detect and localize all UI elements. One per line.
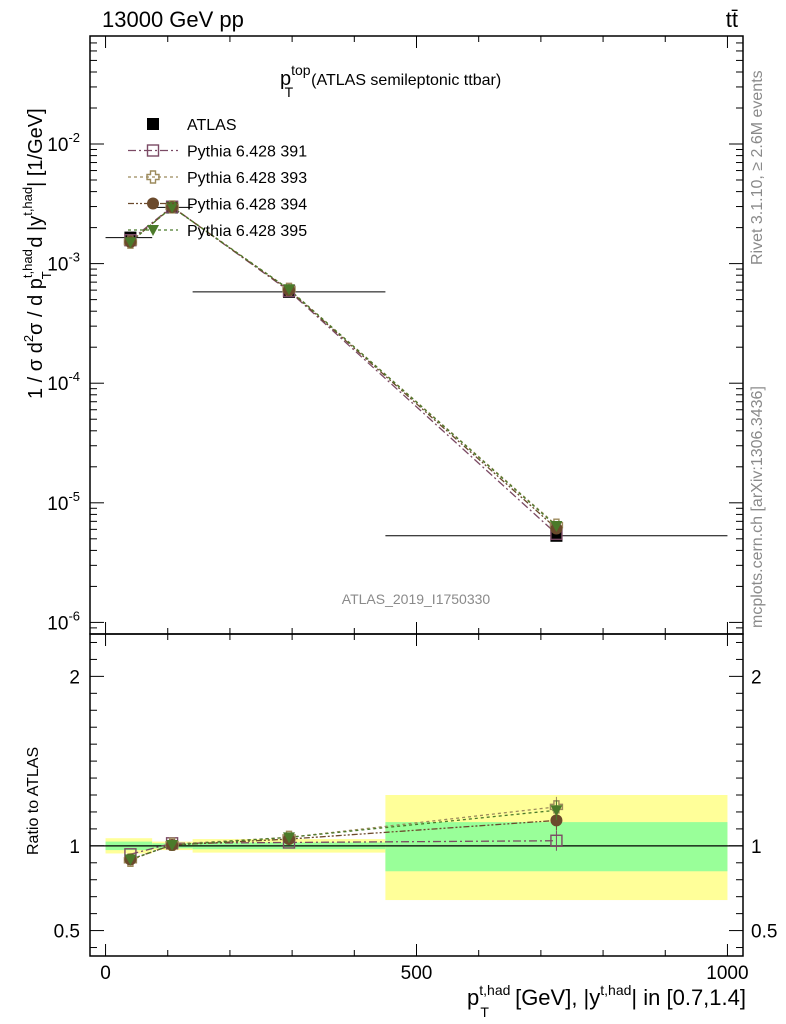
- ratio-xtick-label: 500: [401, 963, 433, 984]
- ratio-xtick-label: 0: [100, 963, 111, 984]
- ratio-ylabel: Ratio to ATLAS: [25, 747, 42, 855]
- ratio-ytick-label-right: 1: [751, 837, 762, 858]
- ratio-series-line-3: [130, 809, 557, 861]
- ylabel-sub-t: T: [39, 271, 54, 279]
- ratio-ytick-label-right: 2: [751, 667, 762, 688]
- xlabel-sub: T: [480, 1004, 489, 1020]
- ratio-xlabel: pt,had T [GeV], |yt,had| in [0.7,1.4]: [467, 982, 746, 1020]
- legend-label-4: Pythia 6.428 395: [187, 223, 307, 240]
- main-ytick-label: 10-2: [47, 130, 80, 156]
- ratio-point-3-0: [124, 854, 137, 866]
- ratio-point-3-3: [550, 805, 563, 817]
- main-series-line-1: [130, 205, 557, 535]
- xlabel-p: p: [467, 985, 479, 1010]
- ratio-point-1-3: [549, 800, 564, 814]
- ratio-ytick-label-right: 0.5: [751, 922, 777, 943]
- title-sup: top: [291, 62, 311, 78]
- xlabel-sup2: t,had: [600, 982, 631, 998]
- title-rest: (ATLAS semileptonic ttbar): [311, 72, 501, 89]
- legend-marker-2: [146, 170, 160, 184]
- analysis-label: ATLAS_2019_I1750330: [342, 591, 491, 607]
- main-series-line-3: [130, 206, 557, 529]
- legend-label-2: Pythia 6.428 393: [187, 170, 307, 187]
- xlabel-b: [GeV], |y: [509, 985, 600, 1010]
- ratio-ytick-label-left: 0.5: [54, 922, 80, 943]
- main-ylabel: 1 / σ d2σ / d pt,had T d |yt,had| [1/GeV]: [20, 108, 54, 399]
- ylabel-sup-thad2: t,had: [20, 187, 35, 216]
- title-p: p: [280, 68, 291, 90]
- legend-label-3: Pythia 6.428 394: [187, 197, 307, 214]
- main-panel: 10-6 10-5 10-4 10-3 10-2 ptop T (ATLAS semilep…: [20, 35, 744, 635]
- ratio-series-line-0: [130, 840, 557, 855]
- ylabel-sup2: 2: [21, 335, 36, 342]
- ratio-point-3-1: [166, 839, 179, 851]
- main-point-4-2: [283, 284, 296, 296]
- legend-marker-3: [147, 197, 159, 210]
- ratio-xtick-label: 1000: [706, 963, 748, 984]
- process-label: tt̄: [726, 7, 738, 32]
- ratio-point-0-3: [550, 834, 563, 847]
- main-point-4-1: [166, 202, 179, 214]
- main-ytick-label: 10-6: [47, 608, 80, 634]
- title-sub: T: [285, 84, 294, 100]
- legend-marker-4: [147, 225, 159, 236]
- legend: ATLAS Pythia 6.428 391 Pythia 6.428 393 Pyt…: [128, 117, 307, 240]
- legend-label-1: Pythia 6.428 391: [187, 144, 307, 161]
- main-series-line-4: [130, 206, 557, 527]
- ylabel-c: d |y: [25, 216, 47, 253]
- main-title: ptop T (ATLAS semileptonic ttbar): [280, 62, 501, 100]
- legend-label-0: ATLAS: [187, 117, 237, 134]
- main-ytick-label: 10-4: [47, 369, 80, 395]
- ratio-panel: 0.5 0.51 12 20 500 1000 Ratio to ATLAS pt,had…: [25, 633, 777, 1020]
- xlabel-sup1: t,had: [479, 982, 510, 998]
- ylabel-a: 1 / σ d: [25, 342, 47, 399]
- ratio-ytick-label-left: 1: [69, 837, 80, 858]
- main-ticks: 10-6 10-5 10-4 10-3 10-2: [47, 35, 743, 635]
- legend-marker-1: [146, 144, 160, 157]
- xlabel-c: | in [0.7,1.4]: [631, 985, 746, 1010]
- main-ytick-label: 10-3: [47, 250, 80, 276]
- ratio-point-2-3: [550, 814, 563, 827]
- ratio-content: [90, 795, 743, 901]
- ratio-ticks: 0.5 0.5 1 1 2 2 0 500 1000: [54, 634, 777, 984]
- main-point-4-3: [550, 520, 563, 532]
- rivet-label: Rivet 3.1.10, ≥ 2.6M events: [749, 70, 766, 265]
- main-ytick-label: 10-5: [47, 489, 80, 515]
- energy-label: 13000 GeV pp: [102, 7, 244, 32]
- ylabel-d: | [1/GeV]: [25, 108, 47, 187]
- main-point-4-0: [124, 237, 137, 249]
- legend-marker-0: [147, 118, 159, 130]
- ylabel-b: σ / d p: [25, 278, 47, 335]
- ratio-ytick-label-left: 2: [69, 667, 80, 688]
- main-content: [105, 200, 728, 542]
- mcplots-label: mcplots.cern.ch [arXiv:1306.3436]: [749, 386, 766, 628]
- ratio-point-3-2: [283, 832, 296, 844]
- main-series-line-2: [130, 206, 557, 526]
- ylabel-sup-thad1: t,had: [20, 249, 35, 278]
